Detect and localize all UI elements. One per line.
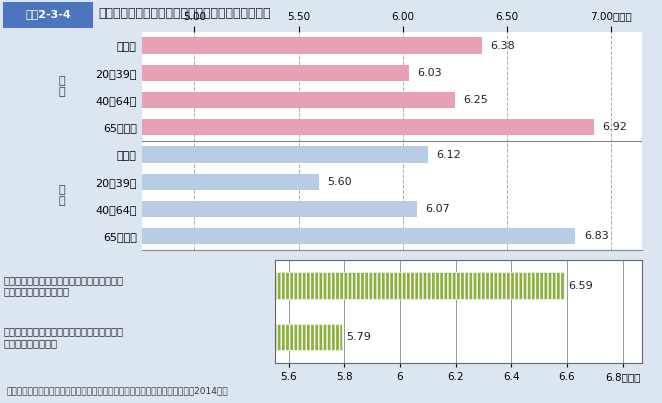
Text: 幸福度の得点（世代別／職場関係の悩みの有無別）: 幸福度の得点（世代別／職場関係の悩みの有無別） [98, 7, 271, 20]
Text: 5.60: 5.60 [328, 177, 352, 187]
Text: 「職場の人づきあい」や「仕事上のこと」を
不安や悩みに思わない人: 「職場の人づきあい」や「仕事上のこと」を 不安や悩みに思わない人 [4, 275, 124, 297]
Text: 6.25: 6.25 [463, 95, 488, 105]
Text: 6.03: 6.03 [417, 68, 442, 78]
Bar [142, 174, 319, 190]
Bar [275, 324, 342, 350]
Text: 図表2-3-4: 図表2-3-4 [25, 9, 71, 19]
Text: 6.92: 6.92 [602, 123, 628, 132]
Text: 6.12: 6.12 [436, 150, 461, 160]
Text: 6.38: 6.38 [490, 41, 515, 51]
Bar [142, 228, 575, 244]
Text: 全
体: 全 体 [58, 76, 65, 97]
FancyBboxPatch shape [3, 2, 93, 27]
Bar [142, 201, 417, 217]
Text: 「職場の人づきあい」や「仕事上のこと」を
不安や悩みに思う人: 「職場の人づきあい」や「仕事上のこと」を 不安や悩みに思う人 [4, 326, 124, 348]
Bar [275, 272, 564, 299]
Text: 5.79: 5.79 [346, 332, 371, 342]
Text: 6.59: 6.59 [569, 280, 593, 291]
Text: 6.83: 6.83 [584, 231, 608, 241]
Bar [142, 119, 594, 135]
Text: 男
性: 男 性 [58, 185, 65, 206]
Bar [142, 92, 455, 108]
Text: 6.07: 6.07 [426, 204, 450, 214]
Bar [142, 64, 409, 81]
Bar [142, 37, 482, 54]
Bar [142, 146, 428, 163]
Text: 資料：厚生労働省政策統括官付政策評価官室委託「健康意識に関する調査」（2014年）: 資料：厚生労働省政策統括官付政策評価官室委託「健康意識に関する調査」（2014年… [7, 386, 228, 395]
